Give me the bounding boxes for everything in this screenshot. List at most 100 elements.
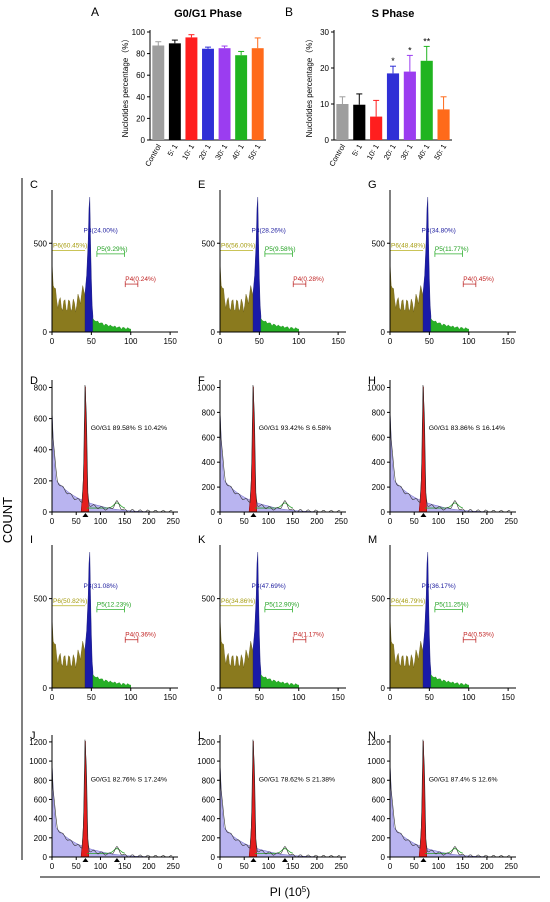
x-tick-label: 150 [163, 693, 177, 702]
p6-label: P6(34.86%) [221, 598, 255, 605]
p6-histogram-region [219, 616, 254, 689]
p3-histogram-region [84, 197, 94, 333]
bar [152, 45, 165, 140]
y-tick-label: 500 [372, 595, 386, 604]
p5-label: P5(11.25%) [435, 601, 469, 608]
x-tick-label: 50∶ 1 [432, 143, 448, 162]
peak-marker [420, 513, 427, 517]
panel-letter: I [30, 534, 33, 546]
p4-label: P4(1.17%) [293, 632, 324, 639]
x-tick-label: 150 [456, 517, 470, 526]
p3-label: P3(28.26%) [252, 228, 286, 235]
panel-letter: A [91, 5, 99, 19]
x-tick-label: 40∶ 1 [230, 143, 246, 162]
x-tick-label: 40∶ 1 [415, 143, 431, 162]
y-tick-label: 0 [43, 508, 48, 517]
p5-histogram-region [430, 318, 469, 333]
p5-histogram-region [260, 674, 299, 689]
y-tick-label: 500 [34, 595, 48, 604]
y-tick-label: 0 [211, 508, 216, 517]
y-tick-label: 800 [372, 408, 386, 417]
y-tick-label: 0 [43, 684, 48, 693]
y-tick-label: 0 [381, 328, 386, 337]
x-tick-label: 50 [87, 693, 96, 702]
x-tick-label: 0 [50, 337, 55, 346]
peak-marker [281, 858, 288, 862]
cell-cycle-result-label: G0/G1 89.58% S 10.42% [91, 425, 167, 432]
panel-letter: E [198, 179, 205, 191]
y-tick-label: 60 [136, 71, 145, 80]
bar [218, 48, 231, 141]
chart-title: G0/G1 Phase [174, 8, 242, 20]
y-tick-label: 20 [320, 64, 329, 73]
cell-cycle-result-label: G0/G1 78.62% S 21.38% [259, 776, 335, 783]
x-tick-label: 150 [286, 517, 300, 526]
y-tick-label: 0 [381, 508, 386, 517]
p5-histogram-region [430, 674, 469, 689]
y-tick-label: 400 [34, 446, 48, 455]
significance-mark: * [408, 45, 412, 55]
bar [336, 104, 349, 140]
p6-histogram-region [389, 616, 424, 689]
p5-label: P5(12.23%) [97, 601, 131, 608]
y-tick-label: 400 [372, 458, 386, 467]
x-tick-label: 0 [218, 693, 223, 702]
x-tick-label: 100 [432, 517, 446, 526]
x-tick-label: 5∶ 1 [166, 143, 180, 158]
bar [185, 37, 198, 140]
x-tick-label: 50 [240, 517, 249, 526]
p5-label: P5(9.58%) [265, 246, 296, 253]
p4-label: P4(0.24%) [125, 276, 156, 283]
x-tick-label: 0 [50, 693, 55, 702]
peak-marker [250, 858, 257, 862]
x-tick-label: 200 [310, 862, 324, 871]
s-phase-fit [254, 848, 293, 854]
bar-chart-b: B S Phase 0 10 20 30 Nuclotides percentage（%） C… [285, 5, 452, 168]
x-tick-label: 0 [388, 337, 393, 346]
y-tick-label: 200 [34, 477, 48, 486]
x-tick-label: 150 [118, 517, 132, 526]
gate-panel-g: G P6(48.48%) P3(34.80%) P5(11.77%) P4(0.45%)… [368, 179, 516, 346]
y-tick-label: 200 [372, 834, 386, 843]
p5-histogram-region [92, 674, 131, 689]
cell-cycle-result-label: G0/G1 93.42% S 6.58% [259, 425, 332, 432]
fit-panel-f: F G0/G1 93.42% S 6.58% 0 50 100 150 200 250 0 200… [197, 375, 348, 526]
x-tick-label: 30∶ 1 [399, 143, 415, 162]
y-axis-label: Nuclotides percentage（%） [305, 35, 314, 138]
y-tick-label: 100 [132, 28, 146, 37]
peak-marker [82, 858, 89, 862]
y-tick-label: 0 [381, 684, 386, 693]
p3-histogram-region [252, 197, 262, 333]
y-tick-label: 10 [320, 100, 329, 109]
bar [251, 48, 264, 141]
y-tick-label: 0 [43, 853, 48, 862]
y-tick-label: 80 [136, 50, 145, 59]
x-tick-label: 150 [331, 337, 345, 346]
p5-label: P5(11.77%) [435, 246, 469, 253]
significance-mark: * [391, 56, 395, 66]
y-tick-label: 600 [34, 795, 48, 804]
y-tick-label: 0 [325, 136, 330, 145]
panel-letter: B [285, 5, 293, 19]
y-tick-label: 800 [202, 776, 216, 785]
x-tick-label: 50 [255, 693, 264, 702]
y-tick-label: 600 [372, 795, 386, 804]
bar [353, 104, 366, 140]
p3-label: P3(47.69%) [252, 583, 286, 590]
y-tick-label: 500 [34, 239, 48, 248]
x-tick-label: 20∶ 1 [382, 143, 398, 162]
y-tick-label: 600 [34, 415, 48, 424]
x-tick-label: 100 [124, 693, 138, 702]
x-tick-label: 150 [286, 862, 300, 871]
x-tick-label: 100 [292, 337, 306, 346]
peak-marker [113, 858, 120, 862]
x-title-exp: 5 [302, 885, 307, 894]
gate-panel-k: K P6(34.86%) P3(47.69%) P5(12.90%) P4(1.17%)… [198, 534, 346, 702]
y-tick-label: 800 [372, 776, 386, 785]
x-tick-label: 250 [334, 517, 348, 526]
x-tick-label: 150 [456, 862, 470, 871]
cell-cycle-result-label: G0/G1 82.76% S 17.24% [91, 776, 167, 783]
x-tick-label: 50 [425, 693, 434, 702]
p5-histogram-region [92, 318, 131, 333]
x-tick-label: Control [143, 142, 163, 168]
